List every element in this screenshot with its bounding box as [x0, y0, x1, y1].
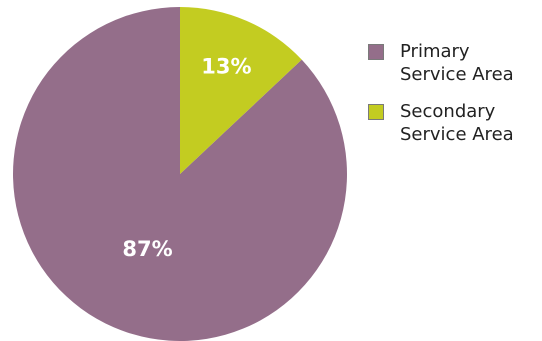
legend-label-primary: Primary Service Area	[400, 40, 514, 86]
legend-swatch-primary	[368, 44, 384, 60]
pie-slice-primary-service-area	[13, 7, 348, 341]
pie-chart: 87% 13%	[13, 6, 348, 341]
legend-label-primary-line-2: Service Area	[400, 64, 514, 85]
pie-slice-secondary-service-area	[180, 6, 302, 174]
legend-swatch-secondary	[368, 104, 384, 120]
legend-label-secondary-line-1: Secondary	[400, 101, 496, 122]
legend-item-primary: Primary Service Area	[368, 40, 514, 86]
data-label-primary-service-area: 87%	[122, 237, 172, 261]
pie-data-labels: 87% 13%	[122, 55, 251, 261]
data-label-secondary-service-area: 13%	[201, 55, 251, 79]
pie-slices	[13, 6, 348, 341]
legend-item-secondary: Secondary Service Area	[368, 100, 514, 146]
legend-label-primary-line-1: Primary	[400, 41, 470, 62]
legend-label-secondary-line-2: Service Area	[400, 124, 514, 145]
legend: Primary Service Area Secondary Service A…	[368, 40, 514, 160]
legend-label-secondary: Secondary Service Area	[400, 100, 514, 146]
